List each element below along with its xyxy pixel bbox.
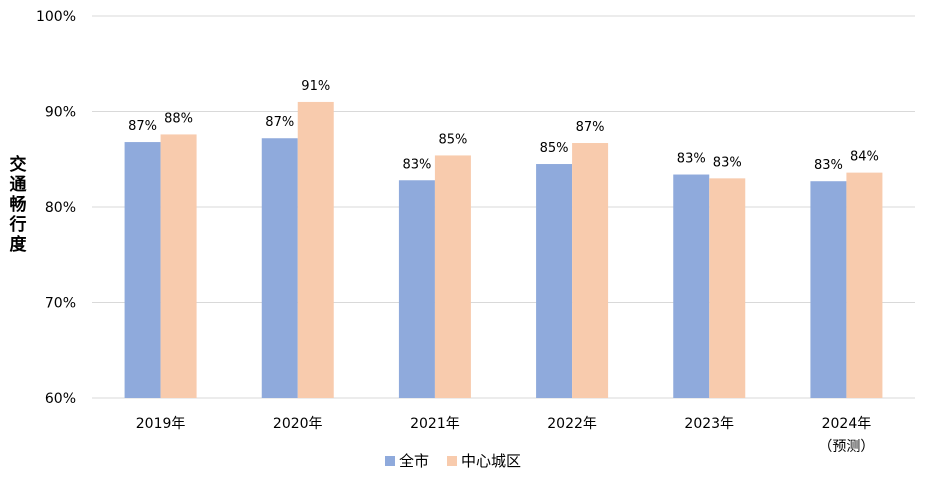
data-label: 83% — [677, 152, 706, 167]
legend-label: 全市 — [399, 452, 429, 470]
data-labels: 87% 88% 87% 91% 83% 85% 85% 87% 83% 83% 83% 84% — [128, 79, 879, 173]
x-tick-label: 2019年 — [136, 416, 186, 432]
bar — [297, 101, 334, 398]
legend: 全市 中心城区 — [385, 452, 521, 470]
gridlines — [92, 15, 915, 399]
y-tick-label: 90% — [45, 105, 76, 121]
bar — [434, 155, 471, 398]
data-label: 85% — [540, 141, 569, 156]
y-tick-label: 100% — [36, 9, 76, 25]
y-axis-title: 交通畅行度 — [9, 154, 28, 255]
x-tick-label: 2024年（预测） — [818, 416, 874, 455]
bar — [398, 180, 435, 398]
bar — [810, 181, 847, 398]
legend-label: 中心城区 — [461, 452, 521, 470]
bar — [846, 172, 883, 398]
y-tick-label: 70% — [45, 296, 76, 312]
bar — [709, 178, 746, 398]
bar — [261, 138, 298, 399]
x-tick-labels: 2019年 2020年 2021年 2022年 2023年 2024年（预测） — [136, 416, 875, 455]
x-tick-label: 2021年 — [410, 416, 460, 432]
y-tick-labels: 60% 70% 80% 90% 100% — [36, 9, 76, 407]
bar — [536, 164, 573, 398]
data-label: 87% — [576, 120, 605, 135]
data-label: 84% — [850, 150, 879, 165]
x-tick-label: 2023年 — [684, 416, 734, 432]
data-label: 87% — [265, 115, 294, 130]
bars — [124, 101, 883, 399]
bar — [124, 142, 161, 398]
y-tick-label: 60% — [45, 391, 76, 407]
data-label: 85% — [438, 132, 467, 147]
legend-swatch — [385, 456, 395, 466]
x-tick-label: 2020年 — [273, 416, 323, 432]
data-label: 83% — [402, 157, 431, 172]
data-label: 88% — [164, 111, 193, 126]
data-label: 87% — [128, 119, 157, 134]
x-tick-label: 2022年 — [547, 416, 597, 432]
bar — [160, 134, 197, 399]
bar — [572, 143, 609, 398]
y-tick-label: 80% — [45, 200, 76, 216]
bar — [673, 174, 710, 398]
data-label: 83% — [713, 155, 742, 170]
data-label: 91% — [301, 79, 330, 94]
legend-swatch — [447, 456, 457, 466]
data-label: 83% — [814, 158, 843, 173]
